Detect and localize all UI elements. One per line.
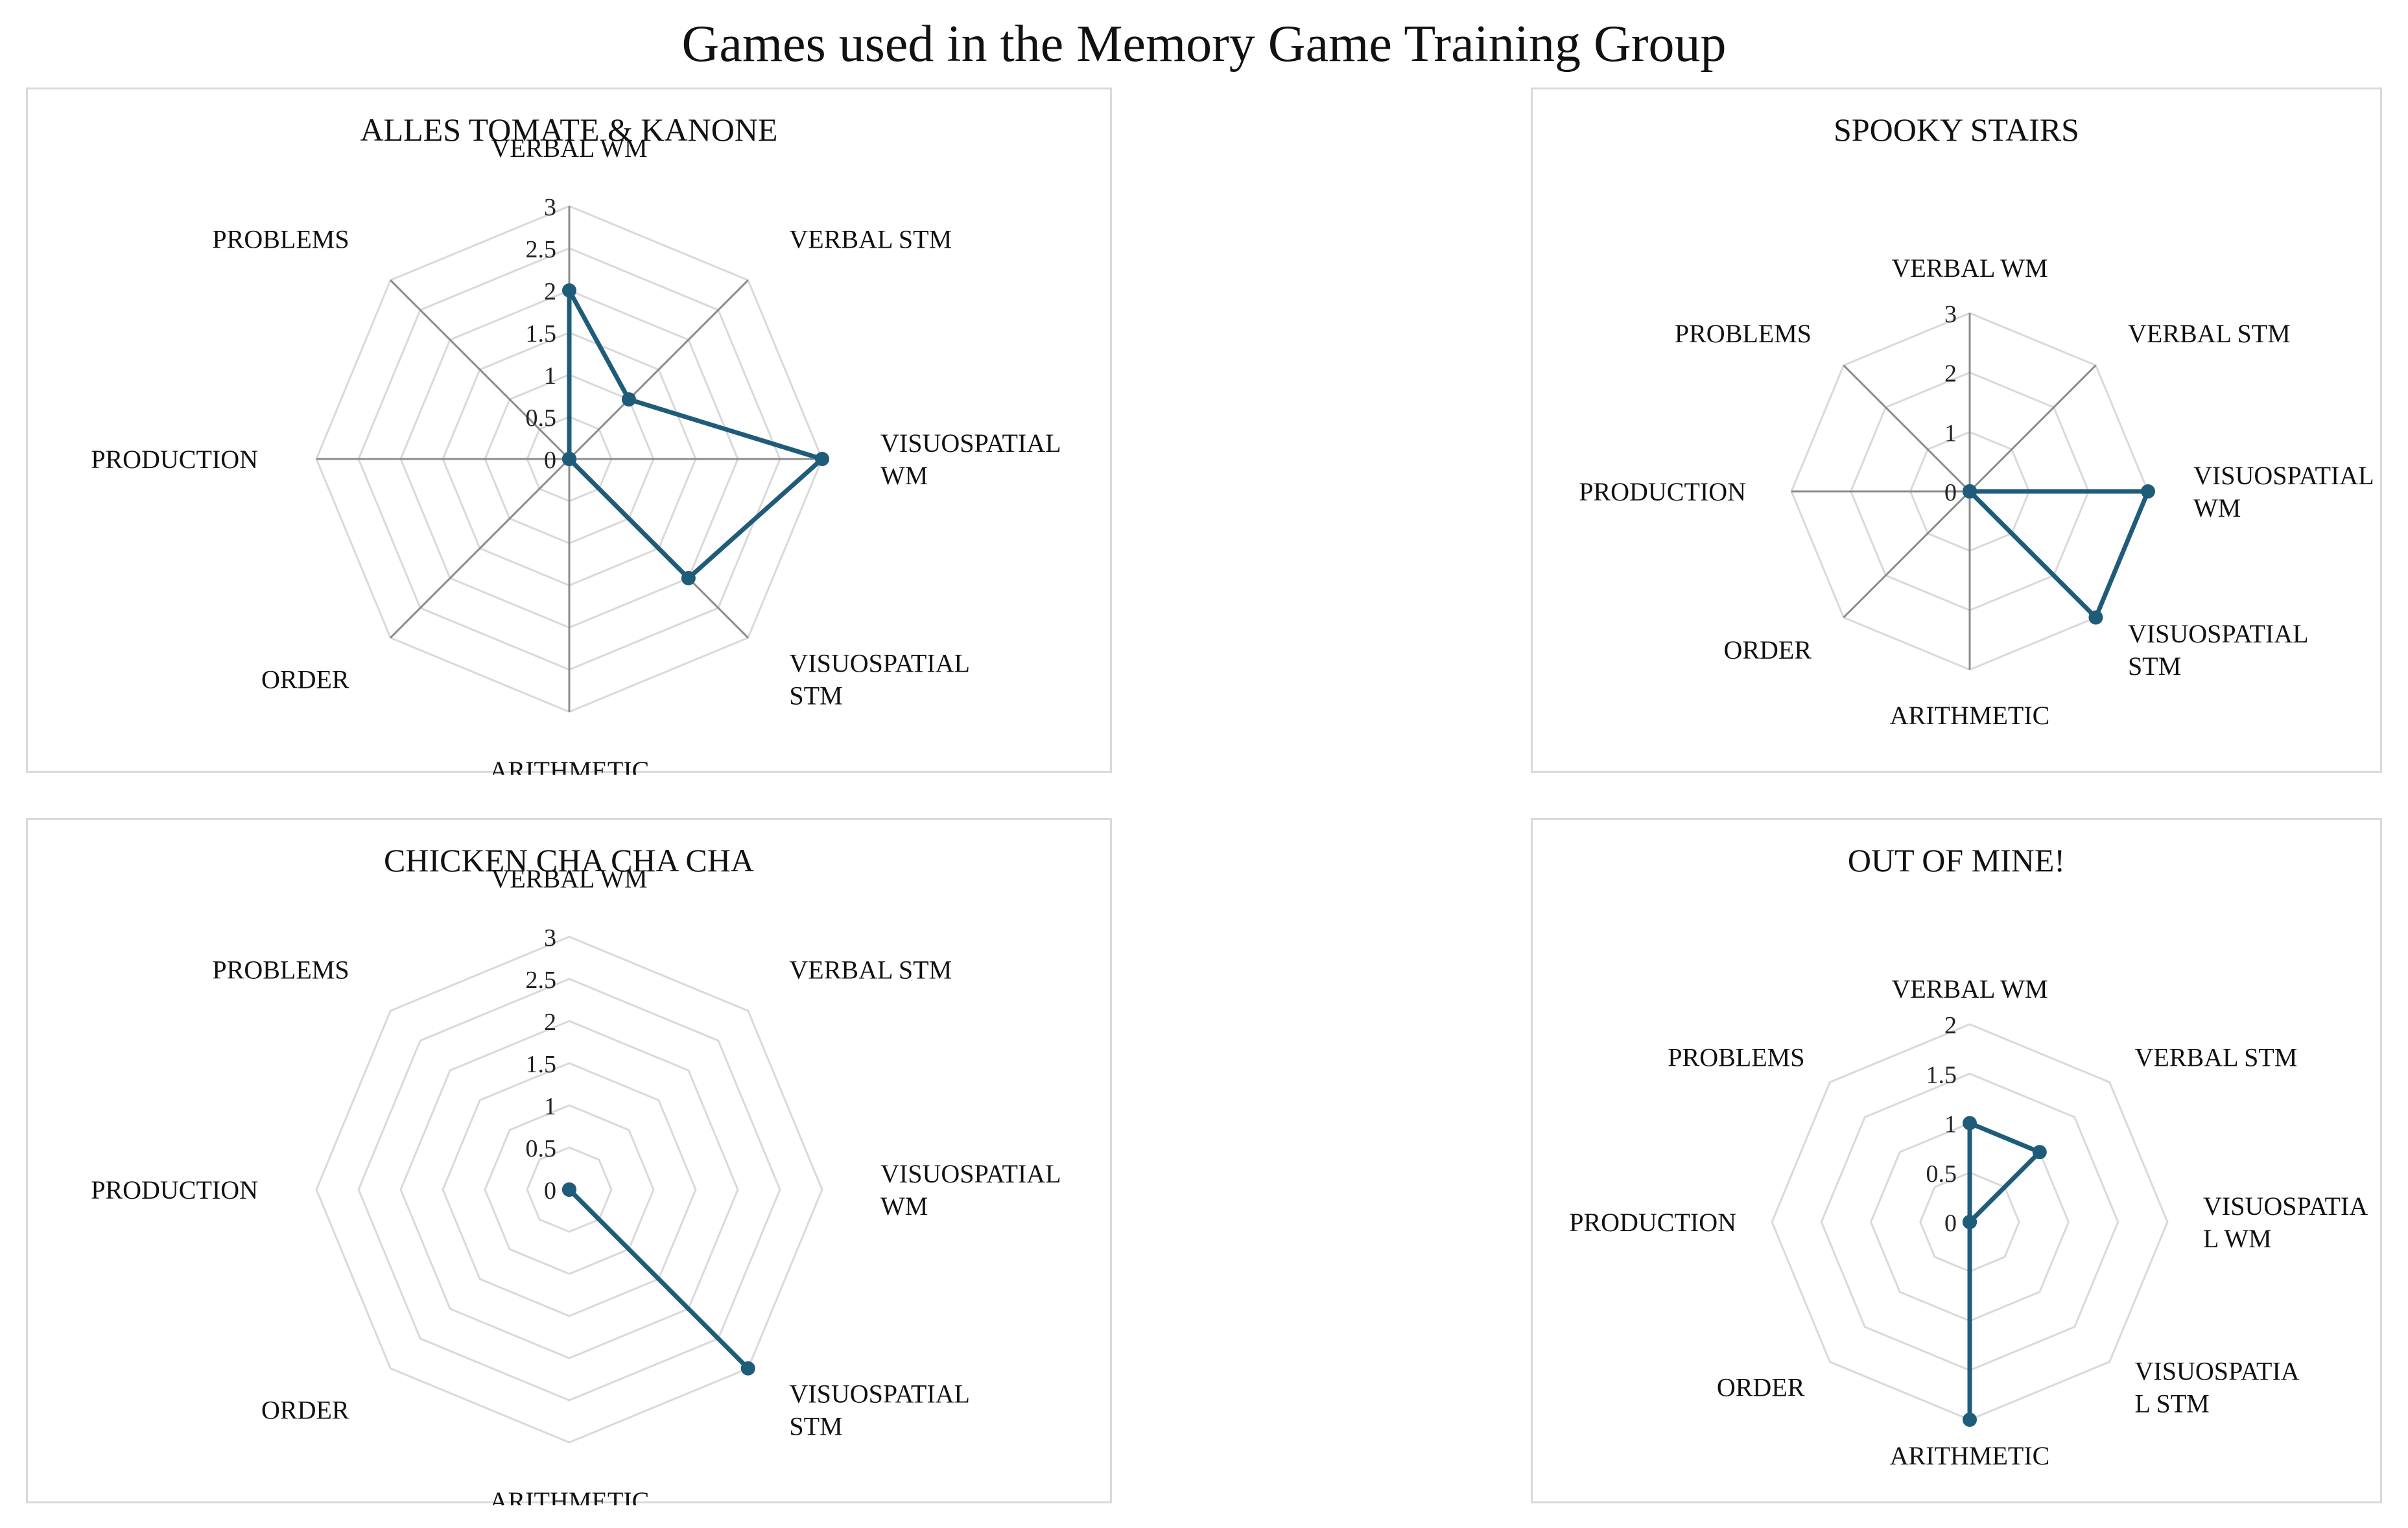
tick-label: 2 xyxy=(544,278,556,305)
data-point xyxy=(2032,1145,2047,1160)
axis-label: PRODUCTION xyxy=(1579,477,1746,506)
series-line xyxy=(567,1188,751,1371)
tick-label: 1.5 xyxy=(526,320,557,347)
axis-label: VISUOSPATIAL WM xyxy=(2193,461,2374,523)
chart-panel-out-of-mine: OUT OF MINE! 0 0.5 1 1.5 2 VERBAL WM VERBAL ST… xyxy=(1531,818,2382,1503)
axis-label: VERBAL STM xyxy=(2135,1042,2298,1072)
axis-label: VERBAL WM xyxy=(491,134,647,163)
axis-label: VISUOSPATIAL STM xyxy=(789,648,970,710)
axis-label: PROBLEMS xyxy=(1668,1042,1804,1072)
axis-label: VERBAL WM xyxy=(1891,253,2048,283)
chart-panel-chicken-cha-cha-cha: CHICKEN CHA CHA CHA 0 0.5 1 1.5 2 2.5 3 VERBAL … xyxy=(26,818,1112,1505)
grid-ring xyxy=(442,1062,697,1317)
axis-spoke xyxy=(1843,364,1971,493)
tick-label: 1.5 xyxy=(1926,1061,1957,1088)
data-point xyxy=(681,570,696,585)
data-point xyxy=(1963,484,1977,499)
tick-label: 0 xyxy=(1944,1210,1957,1237)
axis-label: PRODUCTION xyxy=(1569,1208,1736,1237)
axis-label: PROBLEMS xyxy=(1675,319,1812,348)
radar-chart: 0 0.5 1 1.5 2 2.5 3 VERBAL WM VERBAL STM VISUOSPA… xyxy=(91,134,1061,775)
grid-ring xyxy=(315,935,823,1444)
axis-label: VERBAL STM xyxy=(789,956,952,985)
axis-label: VERBAL STM xyxy=(2128,319,2291,348)
grid-ring xyxy=(526,1146,613,1233)
data-point xyxy=(562,452,576,466)
data-point xyxy=(621,392,636,407)
radar-chart: 0 1 2 3 VERBAL WM VERBAL STM VISUOSPATIAL WM VIS… xyxy=(1579,253,2374,730)
grid-ring xyxy=(399,1020,739,1359)
chart-panel-alles-tomate-kanone: ALLES TOMATE & KANONE 0 0.5 1 1.5 2 2.5 3 VERBA… xyxy=(26,88,1112,775)
tick-label: 0.5 xyxy=(1926,1160,1957,1188)
axis-label: ARITHMETIC xyxy=(490,756,650,775)
figure-title: Games used in the Memory Game Training G… xyxy=(681,16,1727,73)
axis-spoke xyxy=(390,279,571,460)
radar-chart: 0 0.5 1 1.5 2 2.5 3 VERBAL WM VERBAL STM VISUOSPA… xyxy=(91,864,1061,1505)
axis-label: VISUOSPATIA L WM xyxy=(2203,1192,2368,1253)
data-point xyxy=(562,283,576,298)
tick-label: 2 xyxy=(1944,360,1957,388)
axis-label: PRODUCTION xyxy=(91,1175,258,1205)
data-point xyxy=(2088,610,2103,625)
grid-ring xyxy=(484,1104,655,1275)
series-line xyxy=(567,289,825,581)
axis-spoke xyxy=(390,458,571,639)
axis-label: ORDER xyxy=(1723,635,1812,664)
tick-label: 0 xyxy=(544,1177,556,1205)
axis-spoke xyxy=(568,279,749,460)
tick-label: 0.5 xyxy=(526,1135,557,1162)
tick-label: 3 xyxy=(544,924,556,952)
axis-label: ORDER xyxy=(261,1395,349,1424)
tick-label: 1 xyxy=(1944,1111,1957,1138)
data-point xyxy=(1963,1116,1977,1131)
data-point xyxy=(1963,1413,1977,1427)
radar-chart: 0 0.5 1 1.5 2 VERBAL WM VERBAL STM VISUOSPATIA L… xyxy=(1569,974,2368,1470)
axis-label: VERBAL WM xyxy=(491,864,647,893)
tick-label: 1 xyxy=(544,1093,556,1120)
axis-label: ORDER xyxy=(261,664,349,694)
tick-label: 1.5 xyxy=(526,1051,557,1078)
axis-label: VISUOSPATIA L STM xyxy=(2135,1357,2300,1418)
axis-label: ARITHMETIC xyxy=(1890,1441,2050,1470)
series-line xyxy=(1967,1121,2042,1422)
tick-label: 2 xyxy=(1944,1012,1957,1039)
axis-label: VERBAL WM xyxy=(1891,974,2048,1004)
chart-panel-spooky-stairs: SPOOKY STAIRS 0 1 2 3 VERBAL WM VERBAL STM VIS… xyxy=(1531,88,2382,773)
data-point xyxy=(562,1182,576,1197)
data-point xyxy=(2141,484,2155,499)
axis-label: VISUOSPATIAL STM xyxy=(2128,619,2309,681)
tick-label: 1 xyxy=(544,362,556,390)
axis-label: PROBLEMS xyxy=(212,956,349,985)
axis-label: VISUOSPATIAL STM xyxy=(789,1379,970,1440)
axis-label: ARITHMETIC xyxy=(490,1487,650,1505)
axis-label: VERBAL STM xyxy=(789,225,952,254)
axis-label: PROBLEMS xyxy=(212,225,349,254)
tick-label: 0.5 xyxy=(526,405,557,432)
data-point xyxy=(1963,1215,1977,1229)
tick-label: 1 xyxy=(1944,419,1957,447)
axis-spoke xyxy=(1968,364,2097,493)
data-point xyxy=(740,1361,755,1376)
chart-title: OUT OF MINE! xyxy=(1847,842,2066,878)
axis-spoke xyxy=(1843,490,1971,618)
tick-label: 0 xyxy=(544,447,556,474)
series-line xyxy=(1968,489,2151,620)
axis-label: VISUOSPATIAL WM xyxy=(880,429,1061,490)
tick-label: 3 xyxy=(1944,301,1957,328)
chart-title: SPOOKY STAIRS xyxy=(1834,112,2079,148)
axis-label: PRODUCTION xyxy=(91,445,258,474)
tick-label: 3 xyxy=(544,194,556,221)
axis-label: ARITHMETIC xyxy=(1890,701,2050,730)
tick-label: 2.5 xyxy=(526,967,557,994)
tick-label: 2 xyxy=(544,1009,556,1036)
axis-label: VISUOSPATIAL WM xyxy=(880,1159,1061,1221)
chart-title: ALLES TOMATE & KANONE xyxy=(360,112,778,148)
tick-label: 0 xyxy=(1944,479,1957,506)
grid-ring xyxy=(357,978,781,1402)
axis-label: ORDER xyxy=(1717,1373,1805,1402)
tick-label: 2.5 xyxy=(526,236,557,263)
data-point xyxy=(815,452,829,466)
chart-title: CHICKEN CHA CHA CHA xyxy=(384,842,754,878)
